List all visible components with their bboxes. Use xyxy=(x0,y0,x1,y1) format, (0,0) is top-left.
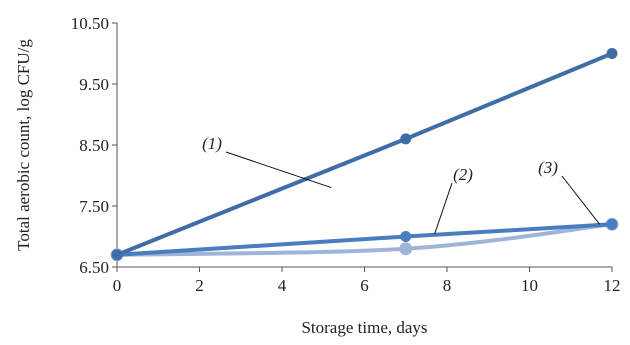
x-ticks: 0 2 4 6 8 10 12 xyxy=(113,267,621,295)
x-tick-label: 12 xyxy=(604,276,621,295)
series-line xyxy=(115,51,614,257)
series-layer xyxy=(110,48,619,262)
x-tick-label: 4 xyxy=(278,276,287,295)
annotation-leader-line xyxy=(225,151,332,189)
y-tick-label: 9.50 xyxy=(79,75,109,94)
series-label: (3) xyxy=(538,158,558,177)
series-point xyxy=(400,231,412,242)
x-tick-label: 2 xyxy=(195,276,204,295)
annotation-leader-line xyxy=(434,182,453,235)
y-ticks: 6.50 7.50 8.50 9.50 10.50 xyxy=(71,14,117,277)
y-tick-label: 7.50 xyxy=(79,197,109,216)
series-label: (1) xyxy=(202,134,222,153)
series-point xyxy=(399,242,413,256)
x-tick-label: 10 xyxy=(521,276,538,295)
y-tick-label: 6.50 xyxy=(79,258,109,277)
y-tick-label: 8.50 xyxy=(79,136,109,155)
y-axis-title: Total aerobic count, log CFU/g xyxy=(14,39,33,251)
series-label: (2) xyxy=(453,165,473,184)
series-point xyxy=(400,133,412,145)
x-axis-title: Storage time, days xyxy=(301,318,427,337)
series-point xyxy=(606,218,618,230)
x-tick-label: 8 xyxy=(443,276,452,295)
x-tick-label: 6 xyxy=(360,276,369,295)
y-tick-label: 10.50 xyxy=(71,14,109,33)
series-point xyxy=(111,249,123,261)
annotation-leader-line xyxy=(561,175,601,225)
x-tick-label: 0 xyxy=(113,276,122,295)
series-point xyxy=(606,48,618,59)
series-annotations: (1) (2) (3) xyxy=(202,134,601,235)
